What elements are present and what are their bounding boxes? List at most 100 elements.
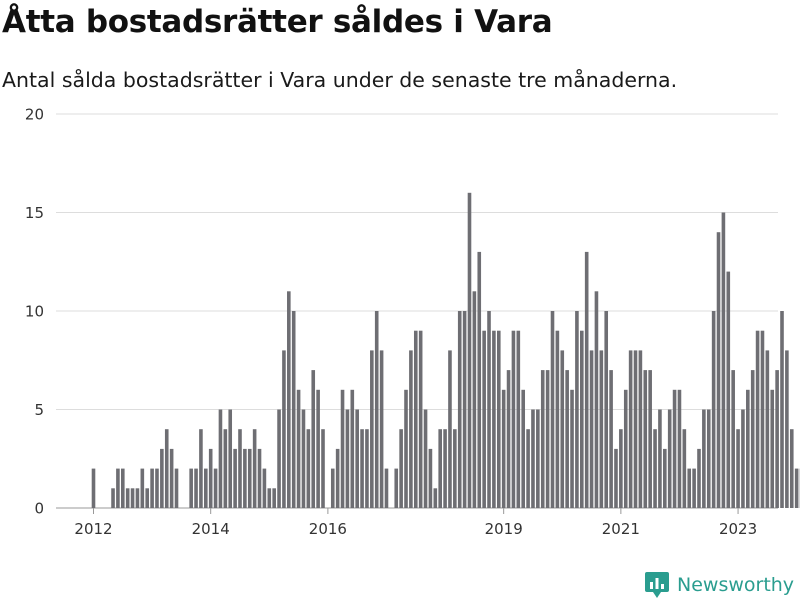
bar bbox=[482, 330, 486, 508]
bar bbox=[145, 488, 150, 508]
bar bbox=[492, 330, 496, 508]
bar bbox=[619, 429, 623, 508]
bar bbox=[340, 389, 345, 508]
bar bbox=[238, 429, 242, 508]
y-tick-label: 5 bbox=[34, 401, 44, 419]
bar bbox=[453, 429, 457, 508]
bar bbox=[770, 389, 775, 508]
bar bbox=[374, 311, 379, 508]
x-tick-label: 2019 bbox=[485, 520, 523, 538]
bar bbox=[565, 370, 569, 508]
bar bbox=[682, 429, 687, 508]
bar bbox=[384, 468, 389, 508]
bar bbox=[550, 311, 555, 508]
bar bbox=[741, 409, 745, 508]
bar bbox=[540, 370, 545, 508]
bar bbox=[272, 488, 276, 508]
bar bbox=[194, 468, 198, 508]
bar bbox=[584, 251, 589, 508]
bar bbox=[760, 330, 765, 508]
bar bbox=[448, 350, 452, 508]
bar bbox=[404, 389, 408, 508]
bar bbox=[794, 468, 799, 508]
newsworthy-logo-icon bbox=[645, 572, 669, 598]
bar bbox=[262, 468, 267, 508]
bar bbox=[91, 468, 96, 508]
bar bbox=[501, 389, 506, 508]
bar bbox=[140, 468, 145, 508]
bar bbox=[457, 311, 462, 508]
y-tick-label: 20 bbox=[25, 106, 44, 124]
newsworthy-brand[interactable]: Newsworthy bbox=[645, 570, 794, 600]
x-tick-label: 2014 bbox=[192, 520, 230, 538]
bar bbox=[379, 350, 384, 508]
bar bbox=[775, 370, 779, 508]
bar bbox=[604, 311, 609, 508]
bar bbox=[789, 429, 794, 508]
bar bbox=[643, 370, 648, 508]
bar bbox=[116, 468, 120, 508]
bar bbox=[247, 448, 252, 508]
bar bbox=[697, 448, 701, 508]
bar bbox=[614, 448, 618, 508]
bar bbox=[472, 291, 477, 508]
bar bbox=[536, 409, 540, 508]
bar bbox=[423, 409, 428, 508]
bar bbox=[130, 488, 135, 508]
bar bbox=[311, 370, 316, 508]
bar bbox=[252, 429, 257, 508]
bar bbox=[526, 429, 530, 508]
bar bbox=[580, 330, 584, 508]
bar bbox=[316, 389, 320, 508]
bar bbox=[257, 448, 262, 508]
x-tick-label: 2021 bbox=[602, 520, 640, 538]
bar bbox=[155, 468, 159, 508]
y-tick-label: 10 bbox=[25, 303, 44, 321]
bar bbox=[345, 409, 350, 508]
bar bbox=[335, 448, 340, 508]
bar bbox=[711, 311, 716, 508]
bar bbox=[321, 429, 325, 508]
bar bbox=[306, 429, 311, 508]
bar bbox=[716, 232, 721, 508]
bar bbox=[160, 448, 164, 508]
bar bbox=[506, 370, 511, 508]
bar bbox=[731, 370, 735, 508]
bar bbox=[243, 448, 247, 508]
bar bbox=[350, 389, 355, 508]
bar bbox=[765, 350, 770, 508]
bar bbox=[330, 468, 335, 508]
bar bbox=[223, 429, 228, 508]
bar bbox=[560, 350, 565, 508]
bar bbox=[667, 409, 672, 508]
bar bbox=[570, 389, 574, 508]
bar bbox=[477, 251, 482, 508]
bar bbox=[428, 448, 433, 508]
bar bbox=[663, 448, 667, 508]
bar bbox=[413, 330, 418, 508]
bar bbox=[736, 429, 740, 508]
bar bbox=[208, 448, 213, 508]
bar bbox=[418, 330, 423, 508]
bar bbox=[653, 429, 657, 508]
bar bbox=[575, 311, 579, 508]
y-tick-label: 15 bbox=[25, 204, 44, 222]
bar bbox=[365, 429, 369, 508]
bar bbox=[218, 409, 223, 508]
bar bbox=[658, 409, 662, 508]
bar bbox=[692, 468, 696, 508]
bar bbox=[496, 330, 501, 508]
bar bbox=[370, 350, 374, 508]
bar bbox=[204, 468, 208, 508]
bar bbox=[648, 370, 652, 508]
bar bbox=[199, 429, 203, 508]
bar bbox=[516, 330, 521, 508]
brand-name: Newsworthy bbox=[677, 574, 795, 596]
bar bbox=[150, 468, 154, 508]
bar bbox=[623, 389, 628, 508]
bar bbox=[702, 409, 706, 508]
bar bbox=[545, 370, 550, 508]
y-tick-label: 0 bbox=[34, 500, 44, 518]
bar bbox=[296, 389, 301, 508]
bar bbox=[462, 311, 467, 508]
